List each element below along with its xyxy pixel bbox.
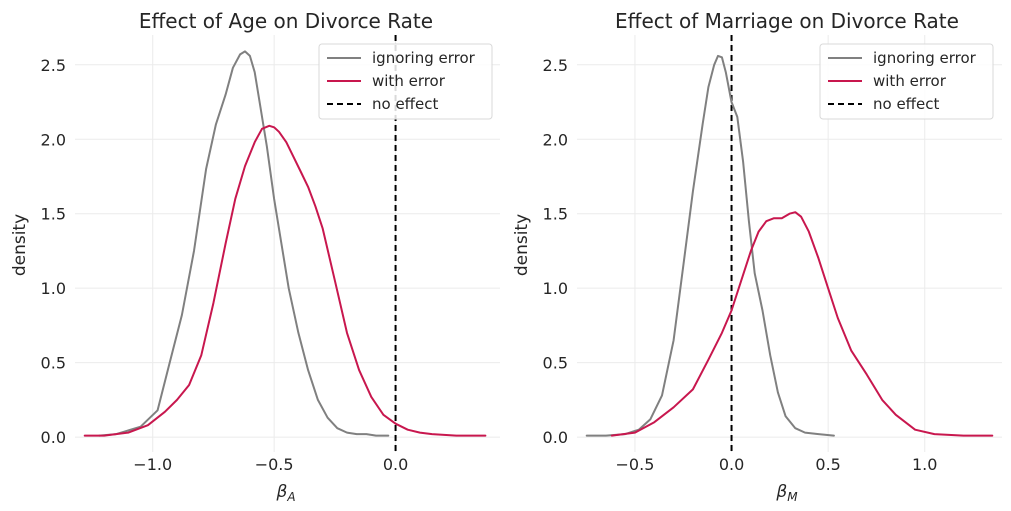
y-tick-label: 2.5: [543, 56, 568, 75]
y-tick-label: 0.0: [41, 428, 66, 447]
y-tick-label: 0.5: [543, 354, 568, 373]
legend-label-ignoring: ignoring error: [372, 49, 476, 67]
x-axis-ticks: −0.5 0.0 0.5 1.0: [616, 455, 938, 474]
y-tick-label: 2.5: [41, 56, 66, 75]
y-axis-label: density: [512, 214, 532, 276]
legend-frame: [819, 43, 994, 120]
x-axis-label-main: β: [775, 482, 787, 502]
x-axis-ticks: −1.0 −0.5 0.0: [133, 455, 408, 474]
y-tick-label: 1.5: [41, 205, 66, 224]
y-axis-ticks: 0.0 0.5 1.0 1.5 2.0 2.5: [41, 56, 66, 447]
legend: ignoring error with error no effect: [819, 43, 994, 120]
y-tick-label: 1.0: [543, 279, 568, 298]
panel-marriage: Effect of Marriage on Divorce Rate −0.5 0…: [512, 9, 1002, 504]
series-line-with-error: [610, 211, 994, 437]
panel-age: Effect of Age on Divorce Rate −1.0 −0.5 0.…: [10, 9, 500, 504]
legend-label-no-effect: no effect: [873, 95, 939, 113]
x-tick-label: 0.5: [815, 455, 840, 474]
x-axis-label-sub: A: [286, 490, 295, 504]
y-tick-label: 1.5: [543, 205, 568, 224]
x-tick-label: 1.0: [912, 455, 937, 474]
y-tick-label: 0.0: [543, 428, 568, 447]
y-axis-ticks: 0.0 0.5 1.0 1.5 2.0 2.5: [543, 56, 568, 447]
legend-frame: [318, 43, 493, 120]
x-axis-label: βA: [275, 482, 295, 504]
x-tick-label: −1.0: [133, 455, 172, 474]
x-tick-label: −0.5: [255, 455, 294, 474]
y-tick-label: 0.5: [41, 354, 66, 373]
chart-title: Effect of Age on Divorce Rate: [139, 9, 433, 33]
series: [585, 54, 994, 437]
y-tick-label: 2.0: [543, 130, 568, 149]
chart-title: Effect of Marriage on Divorce Rate: [615, 9, 959, 33]
x-tick-label: 0.0: [383, 455, 408, 474]
series-line-ignoring-error: [98, 50, 390, 437]
x-axis-label-main: β: [275, 482, 287, 502]
x-axis-label-sub: M: [787, 490, 798, 504]
y-axis-label: density: [10, 214, 30, 276]
legend-label-ignoring: ignoring error: [873, 49, 977, 67]
x-tick-label: 0.0: [719, 455, 744, 474]
series: [83, 50, 487, 437]
legend-label-no-effect: no effect: [372, 95, 438, 113]
series-line-with-error: [83, 124, 487, 437]
y-tick-label: 2.0: [41, 130, 66, 149]
series-line-ignoring-error: [585, 54, 835, 437]
legend-label-with-error: with error: [873, 72, 947, 90]
x-axis-label: βM: [775, 482, 798, 504]
x-tick-label: −0.5: [616, 455, 655, 474]
legend: ignoring error with error no effect: [318, 43, 493, 120]
y-tick-label: 1.0: [41, 279, 66, 298]
legend-label-with-error: with error: [372, 72, 446, 90]
